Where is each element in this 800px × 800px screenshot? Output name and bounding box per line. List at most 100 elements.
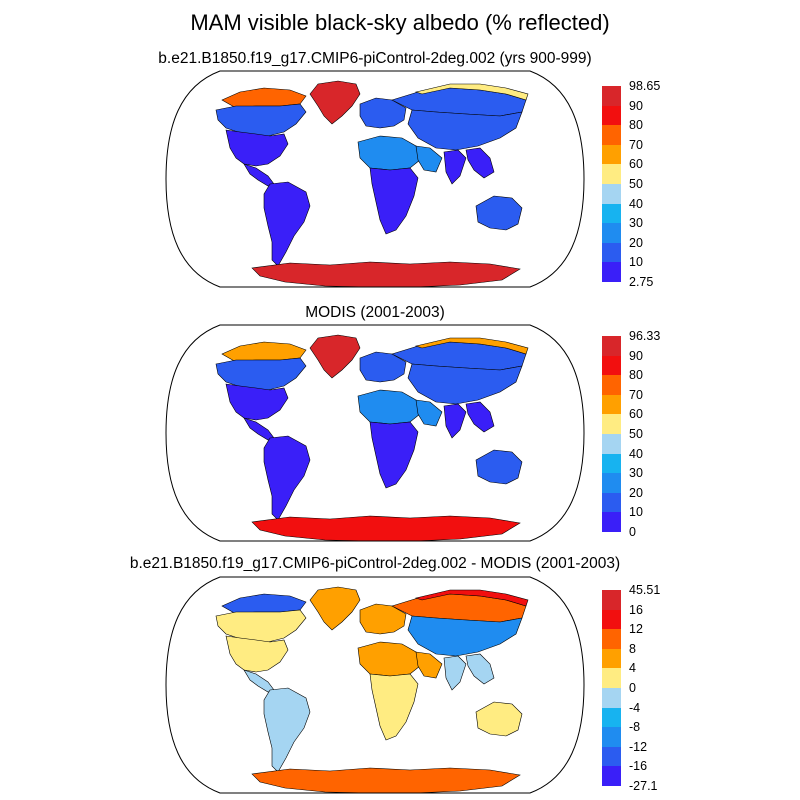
colorbar-swatch xyxy=(602,453,621,474)
panel-diff-title: b.e21.B1850.f19_g17.CMIP6-piControl-2deg… xyxy=(129,555,621,572)
region-arabia xyxy=(415,145,443,173)
colorbar-swatch xyxy=(602,746,621,767)
map-frame xyxy=(165,324,585,542)
map-panel-diff xyxy=(165,576,585,794)
region-antarctica xyxy=(251,261,521,288)
region-central-america xyxy=(243,163,275,187)
colorbar-tick-label: 0 xyxy=(629,681,636,695)
colorbar-tick-label: 20 xyxy=(629,485,643,500)
colorbar-tick-label: 10 xyxy=(629,505,643,520)
colorbar-swatch xyxy=(602,434,621,455)
region-sahara xyxy=(357,389,421,425)
region-greenland xyxy=(309,334,361,379)
region-australia xyxy=(475,701,523,737)
colorbar-tick-label: -16 xyxy=(629,759,648,774)
colorbar-tick-label: -27.1 xyxy=(629,779,658,793)
colorbar-tick-label: 50 xyxy=(629,177,643,191)
colorbar-tick-label: 16 xyxy=(629,602,643,617)
colorbar-tick-label: 0 xyxy=(629,525,636,539)
colorbar-swatch xyxy=(602,242,621,263)
colorbar-swatch xyxy=(602,609,621,630)
region-sahara xyxy=(357,641,421,677)
colorbar-tick-label: 45.51 xyxy=(629,583,661,597)
colorbar-swatch xyxy=(602,648,621,669)
colorbar-tick-label: 98.65 xyxy=(629,79,661,93)
colorbar-tick-label: 10 xyxy=(629,255,643,270)
colorbar-tick-label: 50 xyxy=(629,427,643,441)
region-canada xyxy=(215,357,307,391)
region-arctic-siberia xyxy=(414,337,529,355)
region-europe xyxy=(359,603,407,635)
colorbar-swatch xyxy=(602,355,621,376)
colorbar-swatch xyxy=(602,414,621,435)
region-usa xyxy=(225,383,289,421)
region-india xyxy=(443,655,467,691)
region-europe xyxy=(359,351,407,383)
region-central-america xyxy=(243,417,275,441)
region-greenland xyxy=(309,586,361,631)
colorbar-swatch xyxy=(602,590,621,611)
colorbar-swatch xyxy=(602,766,621,787)
map-frame xyxy=(165,576,585,794)
region-south-america xyxy=(263,687,311,773)
colorbar-tick-label: 30 xyxy=(629,466,643,481)
colorbar-tick-label: 60 xyxy=(629,407,643,422)
region-india xyxy=(443,149,467,185)
region-asia xyxy=(407,109,523,151)
map-panel-obs xyxy=(165,324,585,542)
region-south-america xyxy=(263,181,311,267)
colorbar-tick-label: 30 xyxy=(629,216,643,231)
colorbar-tick-label: 96.33 xyxy=(629,329,661,343)
region-arabia xyxy=(415,399,443,427)
colorbar-swatch xyxy=(602,105,621,126)
colorbar-tick-label: 80 xyxy=(629,368,643,383)
colorbar-swatch xyxy=(602,473,621,494)
region-asia xyxy=(407,363,523,405)
region-usa xyxy=(225,635,289,673)
colorbar-tick-label: 60 xyxy=(629,157,643,172)
region-se-asia xyxy=(465,147,495,179)
colorbar-tick-label: 90 xyxy=(629,98,643,113)
colorbar-swatch xyxy=(602,184,621,205)
region-se-asia xyxy=(465,401,495,433)
region-usa xyxy=(225,129,289,167)
colorbar-swatch xyxy=(602,86,621,107)
map-frame xyxy=(165,70,585,288)
colorbar-swatch xyxy=(602,707,621,728)
colorbar-tick-label: 4 xyxy=(629,661,636,676)
colorbar-swatch xyxy=(602,375,621,396)
figure-title: MAM visible black-sky albedo (% reflecte… xyxy=(190,10,610,35)
colorbar-tick-label: 90 xyxy=(629,348,643,363)
region-central-america xyxy=(243,669,275,693)
region-sahara xyxy=(357,135,421,171)
colorbar-swatch xyxy=(602,668,621,689)
colorbar-swatch xyxy=(602,727,621,748)
colorbar-swatch xyxy=(602,394,621,415)
region-greenland xyxy=(309,80,361,125)
colorbar-tick-label: 12 xyxy=(629,622,643,637)
colorbar-tick-label: 40 xyxy=(629,196,643,211)
colorbar-tick-label: -12 xyxy=(629,739,648,754)
colorbar-swatch xyxy=(602,203,621,224)
colorbar-swatch xyxy=(602,262,621,283)
colorbar-model xyxy=(602,86,621,283)
colorbar-obs xyxy=(602,336,621,533)
panel-obs-title: MODIS (2001-2003) xyxy=(305,304,445,321)
colorbar-tick-label: 2.75 xyxy=(629,275,654,289)
colorbar-swatch xyxy=(602,144,621,165)
region-antarctica xyxy=(251,515,521,542)
region-canada xyxy=(215,103,307,137)
colorbar-swatch xyxy=(602,492,621,513)
colorbar-tick-label: 8 xyxy=(629,641,636,656)
region-africa-south xyxy=(369,421,419,489)
colorbar-swatch xyxy=(602,164,621,185)
region-south-america xyxy=(263,435,311,521)
colorbar-tick-label: -4 xyxy=(629,700,641,715)
region-europe xyxy=(359,97,407,129)
colorbar-tick-label: 80 xyxy=(629,118,643,133)
region-australia xyxy=(475,195,523,231)
panel-model-title: b.e21.B1850.f19_g17.CMIP6-piControl-2deg… xyxy=(158,50,592,67)
region-arctic-siberia xyxy=(414,83,529,101)
region-arctic-siberia xyxy=(414,589,529,607)
colorbar-diff xyxy=(602,590,621,787)
